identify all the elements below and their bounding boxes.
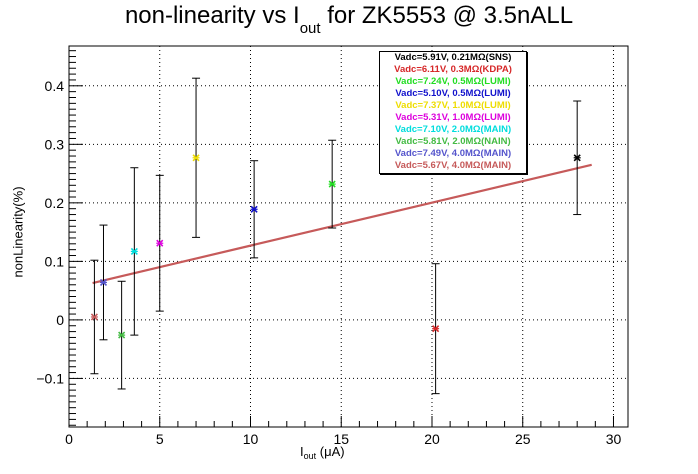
- data-point: [90, 313, 98, 321]
- data-point: [192, 154, 200, 162]
- x-axis-label-subscript: out: [303, 451, 317, 461]
- data-point: [118, 331, 126, 339]
- chart-title-prefix: non-linearity vs I: [124, 2, 300, 29]
- data-point: [432, 325, 440, 333]
- chart-title: non-linearity vs Iout for ZK5553 @ 3.5nA…: [0, 2, 698, 37]
- plot-frame: [68, 45, 629, 428]
- plot-frame-rect: [68, 45, 629, 428]
- legend-entry: Vadc=7.24V, 0.5MΩ(LUMI): [395, 76, 511, 87]
- x-tick-label: 0: [65, 431, 73, 447]
- data-points: [90, 154, 581, 339]
- legend-entry: Vadc=6.11V, 0.3MΩ(KDPA): [394, 64, 512, 75]
- y-tick-label: 0: [56, 312, 64, 328]
- data-point: [573, 154, 581, 162]
- x-tick-label: 25: [515, 431, 531, 447]
- legend: Vadc=5.91V, 0.21MΩ(SNS) Vadc=6.11V, 0.3MΩ…: [379, 51, 527, 174]
- legend-entry: Vadc=7.10V, 2.0MΩ(MAIN): [394, 124, 512, 135]
- chart-title-subscript: out: [299, 20, 321, 37]
- y-tick-label: 0.4: [45, 78, 65, 94]
- fit-line-group: [92, 163, 592, 285]
- x-tick-label: 15: [333, 431, 349, 447]
- x-tick-label: 10: [243, 431, 259, 447]
- legend-entry: Vadc=5.91V, 0.21MΩ(SNS): [394, 52, 512, 63]
- data-point: [130, 247, 138, 255]
- legend-entry: Vadc=5.10V, 0.5MΩ(LUMI): [395, 88, 511, 99]
- x-axis-label: Iout (μA): [300, 444, 345, 461]
- y-axis-ticks: −0.1 0 0.1 0.2 0.3 0.4: [36, 50, 83, 426]
- legend-entry: Vadc=7.49V, 4.0MΩ(MAIN): [394, 148, 512, 159]
- legend-entry: Vadc=5.31V, 1.0MΩ(LUMI): [395, 112, 511, 123]
- x-tick-label: 5: [156, 431, 164, 447]
- legend-entry: Vadc=5.81V, 2.0MΩ(NAIN): [395, 136, 511, 147]
- y-axis-label: nonLinearity(%): [10, 186, 26, 278]
- x-axis-label-unit: (μA): [316, 444, 345, 459]
- chart-title-suffix: for ZK5553 @ 3.5nALL: [320, 2, 574, 29]
- data-point: [250, 205, 258, 213]
- legend-entry: Vadc=5.67V, 4.0MΩ(MAIN): [394, 160, 512, 171]
- legend-entry: Vadc=7.37V, 1.0MΩ(LUMI): [395, 100, 511, 111]
- x-tick-label: 20: [424, 431, 440, 447]
- grid-lines: [69, 46, 628, 427]
- y-tick-label: 0.3: [45, 136, 65, 152]
- x-axis-label-main: I: [300, 444, 304, 459]
- fit-line: [92, 163, 592, 285]
- data-point: [328, 180, 336, 188]
- x-axis-ticks: 0 5 10 15 20 25 30: [65, 416, 621, 447]
- data-point: [99, 278, 108, 287]
- data-point: [156, 239, 164, 247]
- y-tick-label: 0.2: [45, 195, 65, 211]
- x-tick-label: 30: [606, 431, 622, 447]
- y-tick-label: 0.1: [45, 253, 65, 269]
- y-tick-label: −0.1: [36, 370, 64, 386]
